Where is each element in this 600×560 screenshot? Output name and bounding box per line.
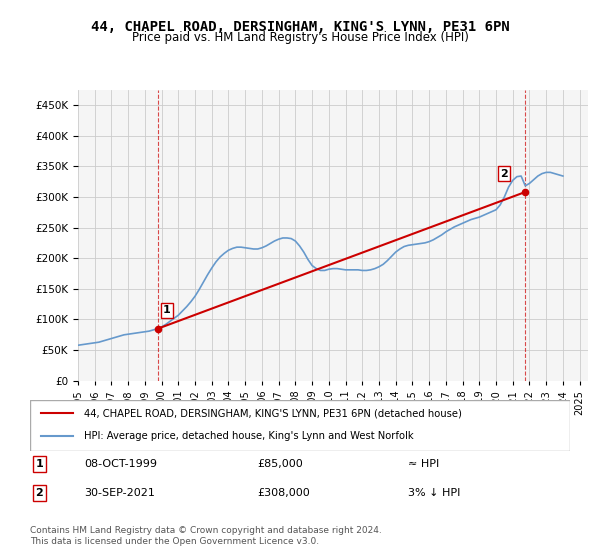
Text: 1: 1 bbox=[163, 305, 170, 315]
Text: £308,000: £308,000 bbox=[257, 488, 310, 498]
Text: Price paid vs. HM Land Registry's House Price Index (HPI): Price paid vs. HM Land Registry's House … bbox=[131, 31, 469, 44]
Text: 44, CHAPEL ROAD, DERSINGHAM, KING'S LYNN, PE31 6PN: 44, CHAPEL ROAD, DERSINGHAM, KING'S LYNN… bbox=[91, 20, 509, 34]
Text: 1: 1 bbox=[35, 459, 43, 469]
Point bbox=[153, 324, 163, 333]
Text: ≈ HPI: ≈ HPI bbox=[408, 459, 439, 469]
Text: HPI: Average price, detached house, King's Lynn and West Norfolk: HPI: Average price, detached house, King… bbox=[84, 431, 413, 441]
Text: 2: 2 bbox=[35, 488, 43, 498]
Text: 44, CHAPEL ROAD, DERSINGHAM, KING'S LYNN, PE31 6PN (detached house): 44, CHAPEL ROAD, DERSINGHAM, KING'S LYNN… bbox=[84, 408, 462, 418]
Text: 30-SEP-2021: 30-SEP-2021 bbox=[84, 488, 155, 498]
Point bbox=[520, 188, 530, 197]
Text: 08-OCT-1999: 08-OCT-1999 bbox=[84, 459, 157, 469]
Text: Contains HM Land Registry data © Crown copyright and database right 2024.
This d: Contains HM Land Registry data © Crown c… bbox=[30, 526, 382, 546]
Text: £85,000: £85,000 bbox=[257, 459, 302, 469]
Text: 3% ↓ HPI: 3% ↓ HPI bbox=[408, 488, 460, 498]
FancyBboxPatch shape bbox=[30, 400, 570, 451]
Text: 2: 2 bbox=[500, 169, 508, 179]
